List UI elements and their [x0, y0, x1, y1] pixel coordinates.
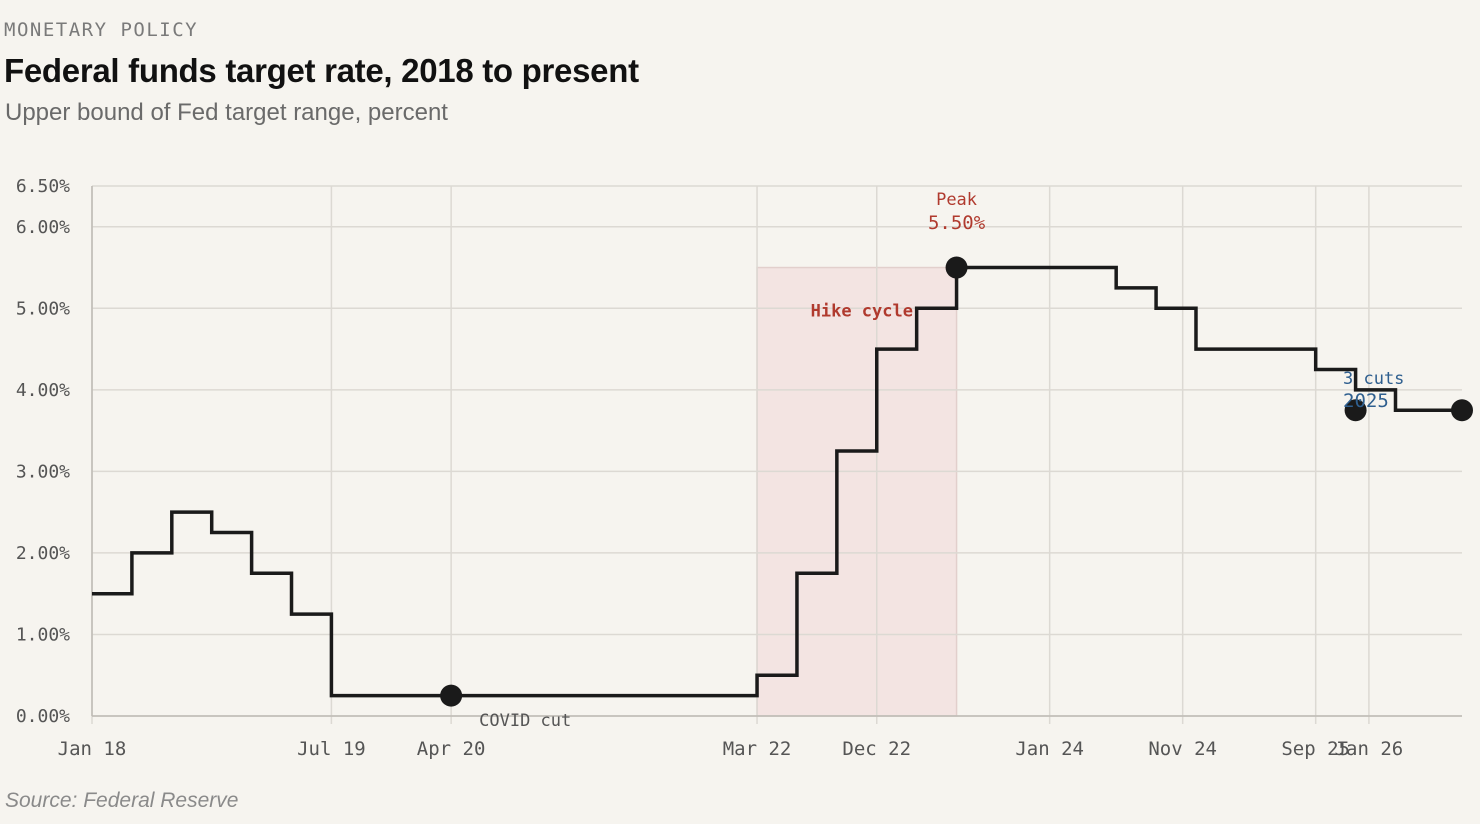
event-marker — [1344, 399, 1367, 422]
x-tick-label: Nov 24 — [1148, 738, 1217, 760]
chart-title: Federal funds target rate, 2018 to prese… — [4, 52, 639, 89]
x-tick-label: Jan 24 — [1015, 738, 1084, 760]
x-tick-label: Sep 25 — [1281, 738, 1350, 760]
x-tick-label: Apr 20 — [417, 738, 486, 760]
y-tick-label: 3.00% — [16, 461, 70, 482]
x-tick-label: Jan 18 — [58, 738, 127, 760]
chart-subtitle: Upper bound of Fed target range, percent — [5, 99, 448, 126]
covid-cut-label: COVID cut — [479, 711, 571, 731]
x-tick-label: Jul 19 — [297, 738, 366, 760]
rate-step-line — [92, 265, 1462, 698]
peak-label: Peak — [936, 190, 977, 210]
eyebrow-label: MONETARY POLICY — [4, 19, 199, 41]
event-marker — [1451, 399, 1473, 422]
cuts-year-label: 2025 — [1343, 390, 1389, 412]
x-tick-label: Mar 22 — [723, 738, 792, 760]
y-tick-label: 6.00% — [16, 217, 70, 238]
y-tick-label: 6.50% — [16, 176, 70, 197]
y-tick-label: 1.00% — [16, 624, 70, 645]
y-tick-label: 0.00% — [16, 706, 70, 727]
x-tick-label: Dec 22 — [842, 738, 911, 760]
x-tick-label: Jan 26 — [1335, 738, 1404, 760]
event-marker — [440, 684, 463, 707]
event-marker — [945, 256, 968, 279]
y-tick-label: 2.00% — [16, 543, 70, 564]
source-note: Source: Federal Reserve — [5, 789, 239, 812]
peak-value-label: 5.50% — [928, 212, 986, 234]
y-tick-label: 4.00% — [16, 380, 70, 401]
hike-cycle-shade — [756, 266, 958, 717]
cuts-label: 3 cuts — [1343, 369, 1404, 389]
hike-cycle-label: Hike cycle — [811, 301, 913, 321]
y-tick-label: 5.00% — [16, 298, 70, 319]
